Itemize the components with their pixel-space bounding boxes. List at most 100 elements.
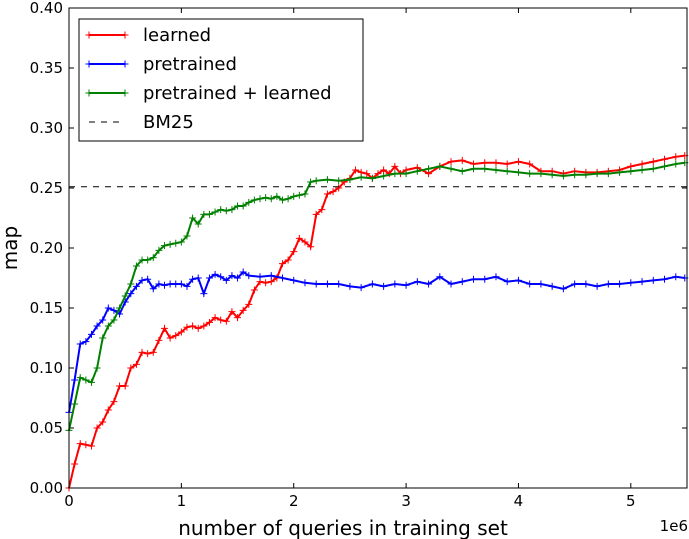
data-point [514,276,522,284]
data-point [616,280,624,288]
data-point [166,240,174,248]
data-point [82,441,90,449]
data-point [391,170,399,178]
data-point [194,324,202,332]
data-point [200,322,208,330]
data-point [76,340,84,348]
y-tick-label: 0.00 [30,479,63,497]
data-point [256,273,264,281]
data-point [481,159,489,167]
data-point [177,328,185,336]
data-point [301,238,309,246]
data-point [82,338,90,346]
data-point [548,171,556,179]
data-point [99,334,107,342]
data-point [172,332,180,340]
data-point [217,316,225,324]
data-point [110,316,118,324]
data-point [312,210,320,218]
data-point [374,170,382,178]
data-point [368,174,376,182]
y-tick-label: 0.15 [30,299,63,317]
data-point [447,165,455,173]
data-point [161,281,169,289]
data-point [245,272,253,280]
data-point [503,160,511,168]
data-point [205,210,213,218]
data-point [548,282,556,290]
data-point [672,160,680,168]
legend-label: pretrained + learned [143,83,332,104]
data-point [183,282,191,290]
data-point [183,323,191,331]
y-tick-label: 0.25 [30,179,63,197]
data-point [357,284,365,292]
data-point [250,286,258,294]
data-point [413,278,421,286]
data-point [593,282,601,290]
data-point [228,206,236,214]
y-tick-label: 0.05 [30,419,63,437]
data-point [82,376,90,384]
data-point [335,177,343,185]
data-point [121,382,129,390]
data-point [290,192,298,200]
data-point [391,162,399,170]
data-point [335,184,343,192]
data-point [205,318,213,326]
data-point [526,280,534,288]
data-point [155,336,163,344]
data-point [267,272,275,280]
data-point [537,280,545,288]
data-point [481,275,489,283]
data-point [413,167,421,175]
data-point [149,285,157,293]
data-point [256,195,264,203]
data-point [470,275,478,283]
data-point [447,158,455,166]
y-tick-label: 0.35 [30,59,63,77]
series-layer [65,152,689,492]
data-point [273,192,281,200]
data-point [200,290,208,298]
data-point [127,280,135,288]
legend-label: BM25 [143,112,194,133]
data-point [138,348,146,356]
data-point [593,170,601,178]
data-point [116,304,124,312]
legend-marker [121,89,129,97]
data-point [672,273,680,281]
data-point [352,166,360,174]
data-point [132,282,140,290]
data-point [194,220,202,228]
data-point [278,274,286,282]
data-point [144,350,152,358]
data-point [649,158,657,166]
data-point [71,400,79,408]
data-point [649,165,657,173]
data-point [290,276,298,284]
data-point [402,281,410,289]
data-point [380,282,388,290]
data-point [250,196,258,204]
series-pretrained-learned [65,159,689,434]
y-tick-label: 0.30 [30,119,63,137]
data-point [93,364,101,372]
data-point [284,195,292,203]
data-point [267,195,275,203]
series-learned [65,152,689,492]
data-point [307,178,315,186]
data-point [582,171,590,179]
legend-label: pretrained [143,54,237,75]
data-point [228,308,236,316]
data-point [76,440,84,448]
series-line [68,161,685,431]
data-point [155,246,163,254]
data-point [514,168,522,176]
data-point [470,165,478,173]
data-point [357,173,365,181]
data-point [301,279,309,287]
data-point [239,268,247,276]
data-point [222,207,230,215]
data-point [189,214,197,222]
